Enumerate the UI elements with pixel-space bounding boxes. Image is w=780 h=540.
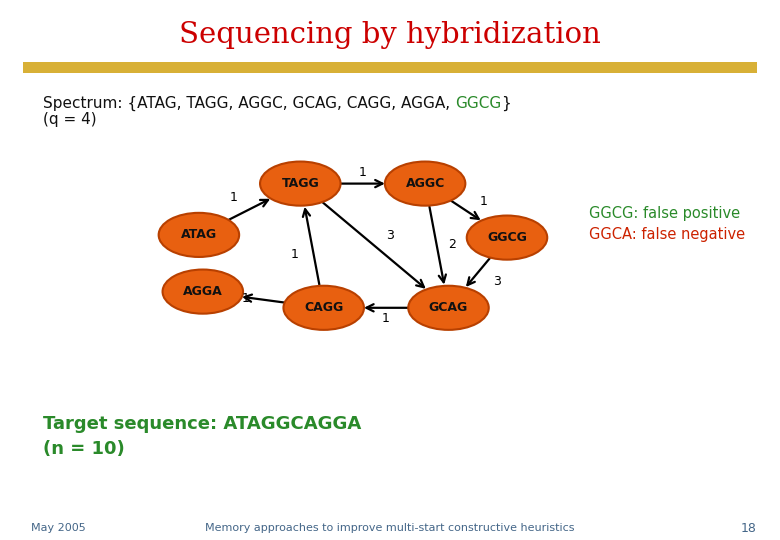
Text: AGGC: AGGC [406, 177, 445, 190]
Text: 1: 1 [291, 248, 299, 261]
Text: 18: 18 [741, 522, 757, 535]
Text: ATAG: ATAG [181, 228, 217, 241]
Text: 1: 1 [359, 166, 367, 179]
Text: Sequencing by hybridization: Sequencing by hybridization [179, 21, 601, 49]
Ellipse shape [260, 161, 341, 206]
Text: 1: 1 [382, 312, 390, 325]
Text: GCAG: GCAG [429, 301, 468, 314]
Text: 1: 1 [479, 195, 488, 208]
Text: 1: 1 [230, 191, 238, 204]
Text: Spectrum: {ATAG, TAGG, AGGC, GCAG, CAGG, AGGA,: Spectrum: {ATAG, TAGG, AGGC, GCAG, CAGG,… [43, 96, 455, 111]
Text: 3: 3 [493, 275, 502, 288]
Text: 3: 3 [386, 230, 394, 242]
Ellipse shape [385, 161, 466, 206]
Text: AGGA: AGGA [183, 285, 222, 298]
Text: CAGG: CAGG [304, 301, 343, 314]
Ellipse shape [158, 213, 239, 257]
Text: Memory approaches to improve multi-start constructive heuristics: Memory approaches to improve multi-start… [205, 523, 575, 533]
Text: GGCG: false positive: GGCG: false positive [589, 206, 740, 221]
Text: (n = 10): (n = 10) [43, 440, 125, 458]
Ellipse shape [408, 286, 489, 330]
Text: }: } [502, 96, 511, 111]
Text: GGCA: false negative: GGCA: false negative [589, 227, 745, 242]
Text: May 2005: May 2005 [31, 523, 86, 533]
Ellipse shape [162, 269, 243, 314]
Text: GGCG: GGCG [455, 96, 502, 111]
Text: TAGG: TAGG [282, 177, 319, 190]
Bar [23, 62, 757, 73]
Text: GGCG: GGCG [487, 231, 527, 244]
Ellipse shape [283, 286, 364, 330]
Text: (q = 4): (q = 4) [43, 112, 97, 127]
Text: 2: 2 [448, 238, 456, 251]
Text: Target sequence: ATAGGCAGGA: Target sequence: ATAGGCAGGA [43, 415, 361, 433]
Text: 1: 1 [242, 292, 250, 305]
Ellipse shape [466, 215, 548, 260]
